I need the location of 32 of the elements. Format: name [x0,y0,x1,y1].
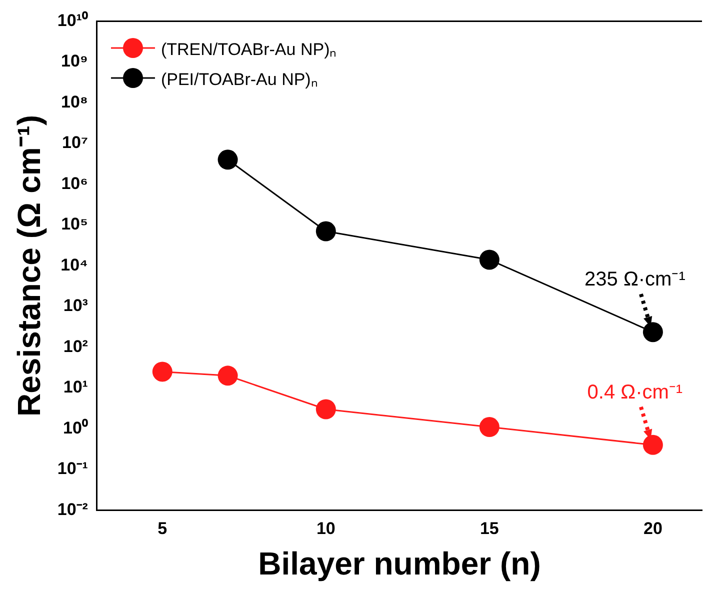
x-tick-label: 10 [316,519,336,538]
y-tick-label: 10⁵ [61,214,88,234]
x-tick-label: 20 [643,519,662,538]
point [316,399,336,420]
y-tick-label: 10⁻² [57,500,88,519]
point [218,366,238,386]
point [642,434,663,455]
y-tick-label: 10⁷ [62,133,88,152]
point [479,250,500,270]
x-tick-label: 15 [480,519,499,538]
point [642,322,663,342]
y-tick-label: 10² [63,336,88,356]
y-tick-label: 10⁸ [61,92,88,112]
y-tick-label: 10⁴ [60,255,88,274]
y-tick-label: 10⁰ [63,418,88,438]
point [218,150,238,170]
x-axis-title: Bilayer number (n) [258,546,541,582]
point [316,221,336,242]
legend-label: (TREN/TOABr-Au NP)ₙ [160,38,337,60]
y-tick-label: 10⁹ [60,52,88,71]
y-tick-label: 10¹⁰ [57,10,88,30]
y-tick-label: 10³ [63,296,88,316]
y-tick-label: 10⁻¹ [57,459,88,478]
y-tick-label: 10¹ [63,378,88,397]
legend-label: (PEI/TOABr-Au NP)ₙ [160,68,318,90]
y-tick-label: 10⁶ [61,174,88,193]
point [479,417,500,438]
annotation: 0.4 Ω·cm⁻¹ [587,381,683,404]
point [152,362,172,382]
x-tick-label: 5 [158,519,168,538]
y-axis-title: Resistance (Ω cm⁻¹) [11,114,48,417]
annotation: 235 Ω·cm⁻¹ [584,268,686,291]
